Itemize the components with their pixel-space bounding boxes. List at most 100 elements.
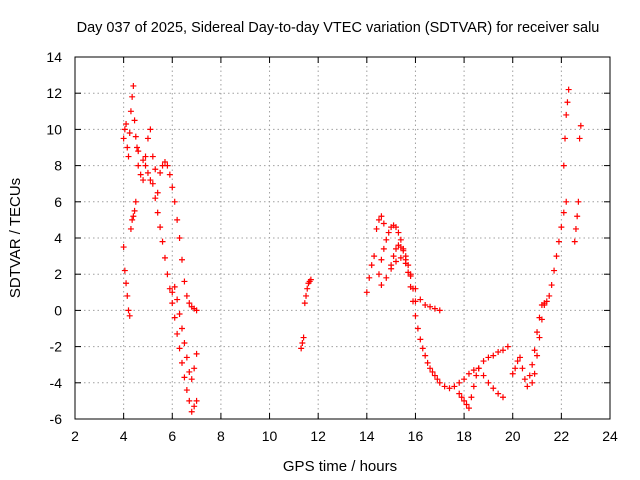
data-point [436,307,443,314]
data-point [188,376,195,383]
data-point [159,238,166,245]
data-point [500,394,506,401]
series-arc-k [456,343,511,412]
data-point [307,276,314,283]
data-point [397,254,404,261]
data-point [363,289,370,296]
data-point [125,307,132,314]
series-arc-l [509,198,570,390]
data-point [123,280,130,287]
data-point [371,253,378,260]
data-point [456,379,463,386]
data-point [135,162,142,169]
series-arc-m [529,301,548,386]
data-point [393,224,399,231]
data-point [186,368,193,375]
data-point [169,300,176,307]
data-point [140,177,147,184]
data-point [120,244,127,251]
data-point [572,225,579,232]
data-point [419,345,426,352]
data-point [565,86,572,93]
data-point [424,359,431,366]
series-arc-g [363,213,387,296]
data-point [169,184,176,191]
x-axis-title: GPS time / hours [283,458,397,475]
data-point [181,278,188,285]
data-point [134,144,141,151]
data-point [407,273,414,280]
data-point [574,213,581,220]
data-point [130,213,137,220]
data-point [383,274,390,281]
data-point [176,235,183,241]
data-point [152,166,159,173]
data-point [161,158,168,165]
data-point [149,180,156,187]
data-point [157,224,164,231]
data-point [154,189,161,196]
x-tick-label: 14 [359,428,375,444]
y-tick-label: -2 [50,339,63,355]
data-point [144,169,151,176]
data-point [470,367,477,374]
data-point [129,216,136,223]
data-point [393,245,399,252]
data-point [577,122,584,129]
series-arc-c [135,126,200,314]
data-point [504,343,511,350]
data-point [193,397,200,404]
data-point [412,298,419,305]
data-point [129,93,136,100]
data-point [495,349,502,356]
data-point [183,387,190,394]
y-tick-label: 10 [46,121,62,137]
data-point [390,253,397,260]
data-point [161,254,168,261]
data-point [410,285,417,292]
data-point [147,126,154,133]
data-point [414,325,421,332]
data-point [378,256,385,263]
data-point [380,220,387,227]
x-tick-label: 22 [554,428,570,444]
y-tick-label: 14 [46,49,62,65]
data-point [137,171,144,178]
y-tick-label: 12 [46,85,62,101]
x-tick-label: 18 [456,428,472,444]
data-point [562,135,569,142]
data-point [576,135,583,142]
series-arc-o [571,122,584,245]
data-point [154,209,161,216]
data-point [171,283,178,290]
y-axis-title: SDTVAR / TECUs [7,178,24,298]
data-point [121,267,128,274]
data-point [431,305,438,312]
data-point [429,368,436,375]
data-point [166,171,173,178]
data-point [473,372,480,379]
data-point [480,358,487,365]
data-point [490,352,497,359]
data-point [485,379,492,386]
data-point [397,244,404,251]
data-point [534,329,541,336]
data-point [517,354,524,361]
data-point [378,282,385,289]
data-point [124,144,131,151]
data-point [299,339,306,346]
data-point [531,370,538,377]
y-tick-label: 0 [54,302,62,318]
data-point [564,99,571,106]
data-point [393,258,399,265]
data-point [465,370,472,377]
data-point [563,198,570,205]
x-tick-label: 4 [120,428,128,444]
data-point [366,274,373,281]
data-point [127,225,134,232]
data-point [475,365,482,372]
y-tick-labels: -6 -4 -2 0 2 4 6 8 10 12 14 [46,49,62,427]
x-tick-label: 20 [505,428,521,444]
data-point [188,408,195,415]
data-point [427,365,434,372]
